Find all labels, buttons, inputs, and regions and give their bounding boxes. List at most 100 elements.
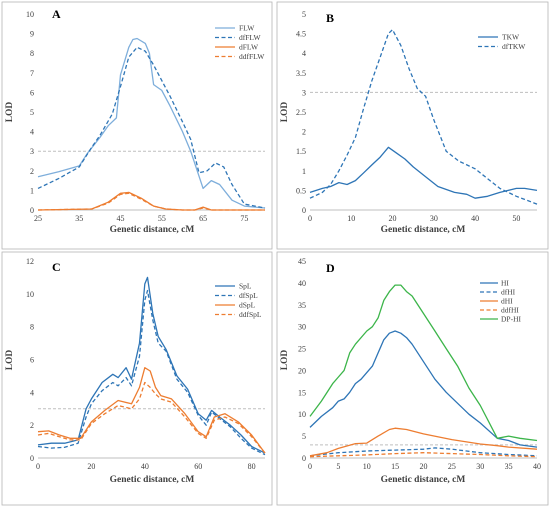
- x-tick-label: 30: [476, 462, 484, 471]
- series-line-ddfspl: [37, 381, 266, 454]
- legend-label: dHI: [501, 297, 513, 306]
- y-tick-label: 2: [30, 421, 34, 430]
- y-axis-label: LOD: [5, 350, 15, 371]
- panel-letter: B: [326, 11, 334, 25]
- series-line-spl: [37, 276, 266, 454]
- y-axis-label: LOD: [280, 350, 290, 371]
- panel-d: 0 5 10 15 20 25 30 35 40 45 0 5 10 15 20 25 30 35 40 Geneti…: [276, 251, 549, 506]
- y-tick-label: 1.5: [296, 147, 306, 156]
- y-tick-label: 10: [298, 410, 306, 419]
- series-line-dftkw: [309, 29, 538, 205]
- series-line-dhi: [309, 427, 538, 457]
- x-tick-label: 5: [336, 462, 340, 471]
- y-tick-label: 8: [30, 49, 34, 58]
- x-tick-label: 25: [34, 214, 42, 223]
- panel-frame: [1, 1, 273, 250]
- legend-label: FLW: [239, 24, 255, 33]
- series-line-tkw: [309, 146, 538, 199]
- y-tick-label: 4: [30, 128, 34, 137]
- x-tick-label: 65: [199, 214, 207, 223]
- x-tick-label: 35: [505, 462, 513, 471]
- x-tick-label: 45: [117, 214, 125, 223]
- y-tick-label: 2.5: [296, 108, 306, 117]
- legend-label: dfSpL: [239, 291, 258, 300]
- y-axis-label: LOD: [5, 102, 15, 123]
- x-tick-label: 20: [420, 462, 428, 471]
- series-line-hi: [309, 330, 538, 448]
- legend-label: HI: [501, 279, 509, 288]
- x-tick-label: 50: [512, 214, 520, 223]
- panel-b: 00.511.522.533.544.550 10 20 30 40 50Genetic …: [276, 1, 549, 250]
- x-tick-label: 40: [533, 462, 541, 471]
- y-tick-label: 1: [302, 167, 306, 176]
- y-tick-label: 6: [30, 88, 34, 97]
- y-tick-label: 10: [26, 290, 34, 299]
- legend-label: SpL: [239, 282, 252, 291]
- x-axis-label: Genetic distance, cM: [381, 475, 466, 485]
- panel-frame: [276, 251, 549, 506]
- x-axis-label: Genetic distance, cM: [110, 475, 195, 485]
- y-tick-label: 10: [26, 10, 34, 19]
- y-tick-label: 5: [302, 432, 306, 441]
- y-tick-label: 0: [30, 454, 34, 463]
- legend-label: dfFLW: [239, 33, 261, 42]
- legend-label: dfHI: [501, 288, 516, 297]
- legend-label: DP-HI: [501, 315, 522, 324]
- legend-label: ddfFLW: [239, 52, 265, 61]
- x-tick-label: 0: [36, 462, 40, 471]
- legend-label: dfTKW: [502, 42, 526, 51]
- legend-label: ddfHI: [501, 306, 519, 315]
- x-tick-label: 25: [448, 462, 456, 471]
- legend-label: TKW: [502, 33, 520, 42]
- y-tick-label: 5: [30, 108, 34, 117]
- x-tick-label: 40: [471, 214, 479, 223]
- y-tick-label: 20: [298, 366, 306, 375]
- panel-c: 0 2 4 6 8 10 12 0 20 40 60 80 Genetic distance, cM LO…: [1, 251, 273, 506]
- y-tick-label: 6: [30, 356, 34, 365]
- y-tick-label: 3: [302, 88, 306, 97]
- y-tick-label: 3: [30, 147, 34, 156]
- y-tick-label: 0: [302, 454, 306, 463]
- series-line-ddfflw: [37, 192, 265, 211]
- legend-label: ddfSpL: [239, 310, 262, 319]
- x-axis-label: Genetic distance, cM: [110, 225, 195, 235]
- series-line-dfhi: [309, 447, 538, 457]
- legend-label: dFLW: [239, 43, 259, 52]
- x-tick-label: 80: [248, 462, 256, 471]
- x-tick-label: 60: [194, 462, 202, 471]
- x-axis-label: Genetic distance, cM: [381, 225, 466, 235]
- y-tick-label: 30: [298, 323, 306, 332]
- series-line-dfflw: [37, 46, 266, 209]
- panel-letter: D: [326, 261, 335, 275]
- y-tick-label: 2: [30, 167, 34, 176]
- x-tick-label: 15: [391, 462, 399, 471]
- panel-letter: A: [52, 7, 61, 21]
- y-tick-label: 15: [298, 388, 306, 397]
- series-line-dspl: [37, 367, 266, 454]
- y-tick-label: 0: [30, 206, 34, 215]
- y-tick-label: 35: [298, 301, 306, 310]
- y-tick-label: 3.5: [296, 69, 306, 78]
- x-tick-label: 0: [308, 214, 312, 223]
- y-axis-label: LOD: [280, 102, 290, 123]
- y-tick-label: 4.5: [296, 30, 306, 39]
- x-tick-label: 20: [87, 462, 95, 471]
- x-tick-label: 75: [240, 214, 248, 223]
- panel-frame: [1, 251, 273, 506]
- y-tick-label: 4: [302, 49, 306, 58]
- y-tick-label: 0.5: [296, 186, 306, 195]
- x-tick-label: 10: [363, 462, 371, 471]
- y-tick-label: 9: [30, 30, 34, 39]
- y-tick-label: 1: [30, 186, 34, 195]
- series-line-dflw: [37, 191, 265, 211]
- series-line-flw: [37, 37, 266, 209]
- y-tick-label: 8: [30, 323, 34, 332]
- y-tick-label: 2: [302, 128, 306, 137]
- x-tick-label: 30: [430, 214, 438, 223]
- y-tick-label: 0: [302, 206, 306, 215]
- y-tick-label: 5: [302, 10, 306, 19]
- y-tick-label: 25: [298, 345, 306, 354]
- x-tick-label: 20: [389, 214, 397, 223]
